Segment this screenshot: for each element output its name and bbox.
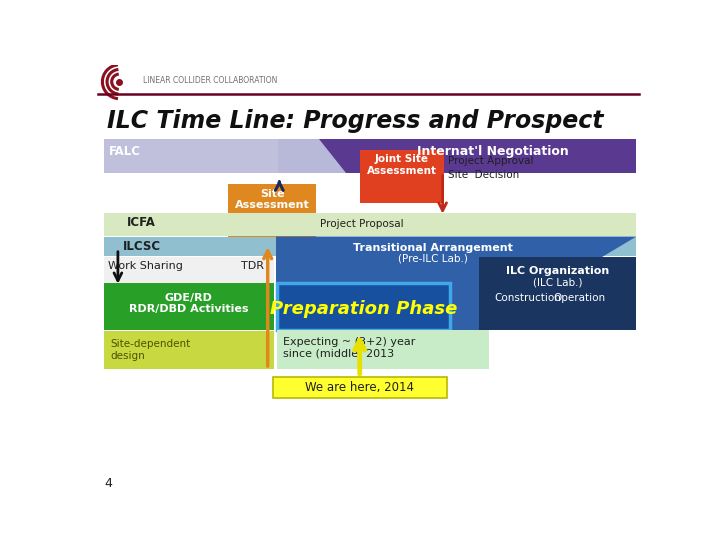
Text: ILCSC: ILCSC <box>123 240 161 253</box>
FancyBboxPatch shape <box>104 139 636 173</box>
FancyBboxPatch shape <box>479 256 636 330</box>
FancyBboxPatch shape <box>104 237 636 256</box>
Text: (ILC Lab.): (ILC Lab.) <box>533 278 582 287</box>
Text: FALC: FALC <box>109 145 140 158</box>
Text: ILC Time Line: Progress and Prospect: ILC Time Line: Progress and Prospect <box>107 110 603 133</box>
Text: Expecting ~ (3+2) year
since (middle) 2013: Expecting ~ (3+2) year since (middle) 20… <box>283 336 415 358</box>
Text: Internat'l Negotiation: Internat'l Negotiation <box>417 145 569 158</box>
Text: GDE/RD
RDR/DBD Activities: GDE/RD RDR/DBD Activities <box>129 293 248 314</box>
Text: LINEAR COLLIDER COLLABORATION: LINEAR COLLIDER COLLABORATION <box>143 76 277 85</box>
Text: Joint Site
Assessment: Joint Site Assessment <box>367 154 437 176</box>
FancyBboxPatch shape <box>104 331 274 369</box>
Text: TDR: TDR <box>241 261 264 271</box>
Text: Work Sharing: Work Sharing <box>108 261 183 271</box>
Text: 4: 4 <box>104 477 112 490</box>
Text: Project Approval: Project Approval <box>448 156 534 166</box>
Text: ICFA: ICFA <box>127 217 156 230</box>
Text: Site
Assessment: Site Assessment <box>235 189 310 211</box>
FancyBboxPatch shape <box>104 139 278 173</box>
FancyBboxPatch shape <box>276 284 451 330</box>
Polygon shape <box>276 237 636 330</box>
FancyBboxPatch shape <box>273 377 446 398</box>
FancyBboxPatch shape <box>360 150 444 204</box>
Text: Operation: Operation <box>554 293 606 303</box>
Text: Construction: Construction <box>495 293 562 303</box>
Text: Preparation Phase: Preparation Phase <box>270 300 457 318</box>
Text: Site-dependent
design: Site-dependent design <box>110 339 190 361</box>
FancyBboxPatch shape <box>104 284 274 330</box>
FancyBboxPatch shape <box>228 184 316 242</box>
FancyBboxPatch shape <box>104 256 274 283</box>
FancyBboxPatch shape <box>276 330 489 369</box>
Text: We are here, 2014: We are here, 2014 <box>305 381 414 394</box>
Polygon shape <box>319 139 636 173</box>
Text: Site  Decision: Site Decision <box>448 170 519 179</box>
Text: ILC Organization: ILC Organization <box>506 266 609 276</box>
Text: Project Proposal: Project Proposal <box>320 219 404 229</box>
Text: (Pre-ILC Lab.): (Pre-ILC Lab.) <box>398 253 468 264</box>
Text: Transitional Arrangement: Transitional Arrangement <box>353 242 513 253</box>
FancyBboxPatch shape <box>104 213 636 236</box>
